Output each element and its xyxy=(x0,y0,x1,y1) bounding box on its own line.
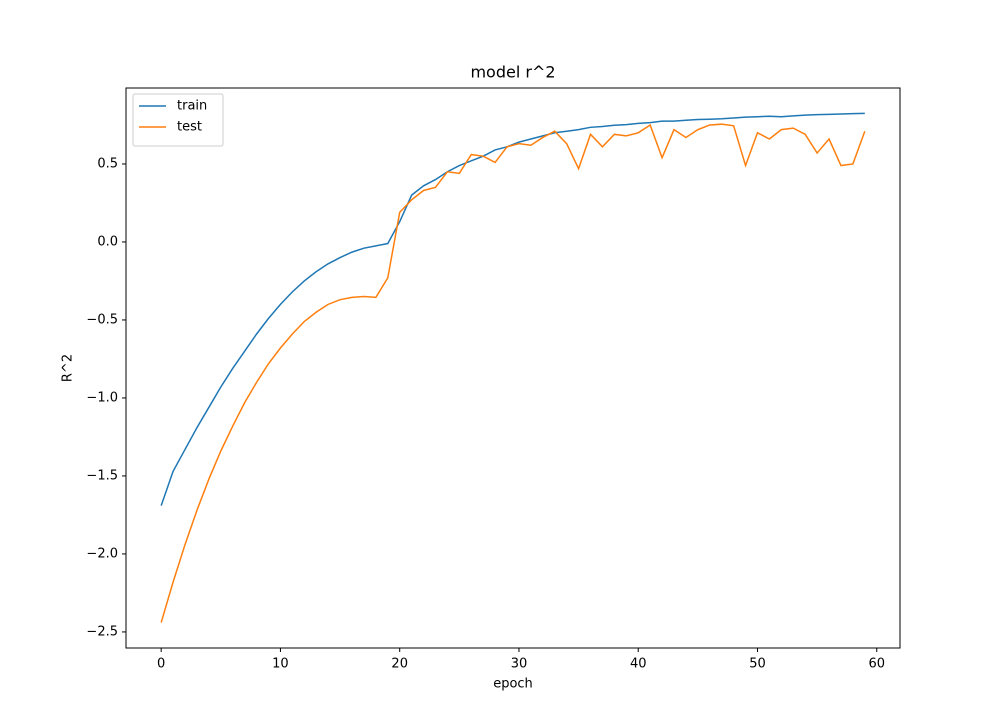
series-line xyxy=(160,123,866,623)
chart-title: model r^2 xyxy=(470,63,555,82)
x-tick-label: 0 xyxy=(157,657,165,672)
x-tick-label: 60 xyxy=(868,657,885,672)
legend-box xyxy=(132,93,224,147)
y-tick-label: 0.0 xyxy=(97,234,118,249)
x-tick-label: 30 xyxy=(511,657,528,672)
y-tick-label: −2.5 xyxy=(86,624,118,639)
legend-label: train xyxy=(177,99,207,114)
y-axis-label: R^2 xyxy=(61,354,76,382)
x-tick-label: 50 xyxy=(749,657,766,672)
legend-label: test xyxy=(177,120,202,135)
series-line xyxy=(160,112,865,506)
y-tick-label: −1.5 xyxy=(86,468,118,483)
y-tick-label: −2.0 xyxy=(86,546,118,561)
x-tick-label: 20 xyxy=(391,657,408,672)
x-tick-label: 40 xyxy=(630,657,647,672)
plot-frame xyxy=(125,87,901,649)
x-tick-label: 10 xyxy=(272,657,289,672)
y-tick-label: 0.5 xyxy=(97,156,118,171)
y-tick-label: −1.0 xyxy=(86,390,118,405)
x-axis-label: epoch xyxy=(493,677,533,692)
y-tick-label: −0.5 xyxy=(86,312,118,327)
